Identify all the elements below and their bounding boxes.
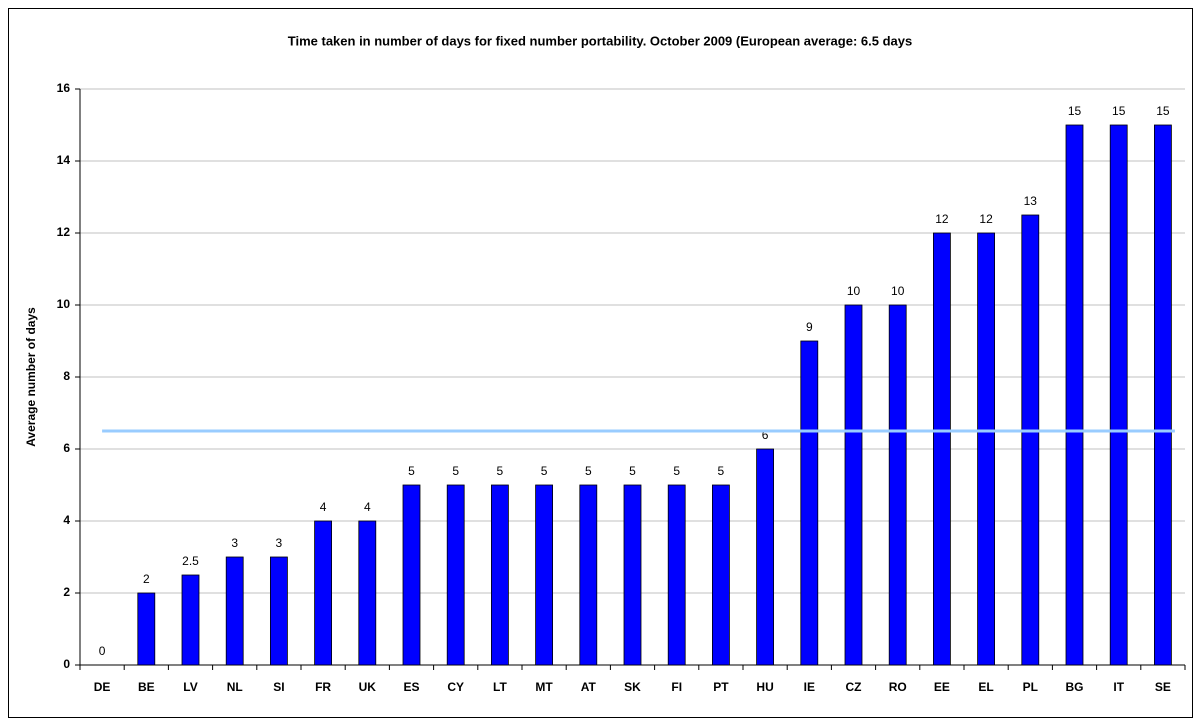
y-tick-label: 4 bbox=[63, 513, 70, 527]
value-label: 3 bbox=[276, 536, 283, 550]
x-tick-label: PT bbox=[713, 680, 729, 694]
x-tick-label: LV bbox=[183, 680, 197, 694]
value-label: 13 bbox=[1024, 194, 1038, 208]
y-tick-label: 2 bbox=[63, 585, 70, 599]
value-label: 15 bbox=[1068, 104, 1082, 118]
y-tick-label: 6 bbox=[63, 441, 70, 455]
value-label: 5 bbox=[718, 464, 725, 478]
value-label: 0 bbox=[99, 644, 106, 658]
bar bbox=[446, 484, 465, 666]
x-tick-label: CY bbox=[447, 680, 464, 694]
value-label: 10 bbox=[847, 284, 861, 298]
bar bbox=[1021, 214, 1040, 666]
bar bbox=[490, 484, 509, 666]
bar bbox=[1154, 124, 1172, 666]
chart-border bbox=[8, 8, 1193, 718]
value-label: 3 bbox=[231, 536, 238, 550]
bar bbox=[888, 304, 907, 666]
value-label: 15 bbox=[1156, 104, 1170, 118]
value-label: 4 bbox=[364, 500, 371, 514]
x-tick-label: FI bbox=[671, 680, 682, 694]
x-tick-label: AT bbox=[581, 680, 597, 694]
x-tick-label: BG bbox=[1066, 680, 1084, 694]
bar bbox=[756, 448, 774, 666]
value-label: 5 bbox=[497, 464, 504, 478]
bar bbox=[623, 484, 642, 666]
y-tick-label: 10 bbox=[57, 297, 71, 311]
x-tick-label: SK bbox=[624, 680, 641, 694]
value-label: 5 bbox=[673, 464, 680, 478]
x-tick-label: DE bbox=[94, 680, 111, 694]
x-tick-label: RO bbox=[889, 680, 907, 694]
x-tick-label: UK bbox=[359, 680, 377, 694]
value-label: 6 bbox=[762, 428, 769, 442]
value-label: 12 bbox=[935, 212, 949, 226]
x-tick-label: FR bbox=[315, 680, 331, 694]
bar bbox=[800, 340, 819, 666]
value-label: 5 bbox=[452, 464, 459, 478]
y-tick-label: 14 bbox=[57, 153, 71, 167]
x-tick-label: EL bbox=[978, 680, 993, 694]
bar bbox=[579, 484, 598, 666]
bar bbox=[667, 484, 686, 666]
x-tick-label: PL bbox=[1023, 680, 1038, 694]
y-axis-title: Average number of days bbox=[24, 307, 38, 447]
bar bbox=[933, 232, 951, 666]
value-label: 2.5 bbox=[182, 554, 199, 568]
bar bbox=[402, 484, 421, 666]
y-tick-label: 8 bbox=[63, 369, 70, 383]
y-tick-label: 12 bbox=[57, 225, 71, 239]
x-tick-label: NL bbox=[227, 680, 243, 694]
x-tick-label: MT bbox=[535, 680, 553, 694]
chart-title: Time taken in number of days for fixed n… bbox=[288, 33, 912, 48]
bar bbox=[269, 556, 288, 666]
x-tick-label: ES bbox=[403, 680, 419, 694]
x-tick-label: IT bbox=[1113, 680, 1124, 694]
bar bbox=[977, 232, 995, 666]
x-tick-label: HU bbox=[756, 680, 773, 694]
bar bbox=[1109, 124, 1128, 666]
x-tick-label: SI bbox=[273, 680, 284, 694]
value-label: 10 bbox=[891, 284, 905, 298]
value-label: 12 bbox=[979, 212, 993, 226]
y-tick-label: 0 bbox=[63, 657, 70, 671]
x-tick-label: IE bbox=[804, 680, 815, 694]
x-tick-label: LT bbox=[493, 680, 507, 694]
bar bbox=[712, 484, 730, 666]
x-tick-label: SE bbox=[1155, 680, 1171, 694]
bar bbox=[137, 592, 156, 666]
value-label: 5 bbox=[408, 464, 415, 478]
y-tick-label: 16 bbox=[57, 81, 71, 95]
value-label: 5 bbox=[585, 464, 592, 478]
x-tick-label: EE bbox=[934, 680, 950, 694]
bar bbox=[225, 556, 244, 666]
bar bbox=[535, 484, 553, 666]
value-label: 4 bbox=[320, 500, 327, 514]
bar bbox=[1065, 124, 1084, 666]
value-label: 5 bbox=[629, 464, 636, 478]
x-tick-label: BE bbox=[138, 680, 155, 694]
bar bbox=[181, 574, 200, 666]
bar bbox=[844, 304, 863, 666]
x-tick-label: CZ bbox=[846, 680, 862, 694]
bar bbox=[358, 520, 377, 666]
value-label: 9 bbox=[806, 320, 813, 334]
bar bbox=[314, 520, 333, 666]
value-label: 2 bbox=[143, 572, 150, 586]
value-label: 5 bbox=[541, 464, 548, 478]
value-label: 15 bbox=[1112, 104, 1126, 118]
